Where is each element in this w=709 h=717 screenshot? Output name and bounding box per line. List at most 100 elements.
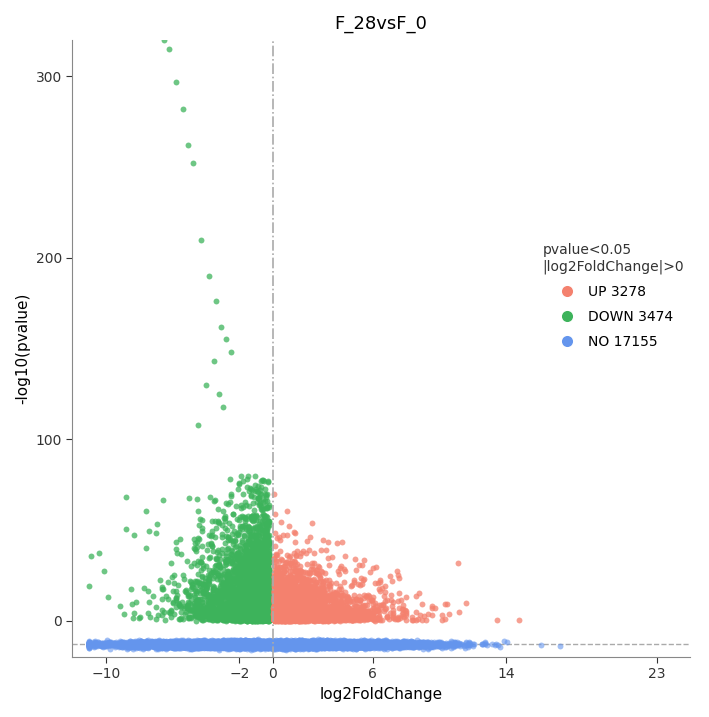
NO 17155 — [271, 639, 282, 650]
DOWN 3474 — [186, 578, 198, 589]
UP 3278 — [291, 607, 303, 619]
NO 17155 — [341, 638, 352, 650]
UP 3278 — [278, 594, 289, 606]
UP 3278 — [277, 614, 288, 626]
NO 17155 — [230, 637, 242, 649]
NO 17155 — [290, 641, 301, 652]
NO 17155 — [212, 640, 223, 651]
DOWN 3474 — [252, 605, 263, 617]
NO 17155 — [328, 639, 339, 650]
NO 17155 — [260, 639, 272, 650]
NO 17155 — [273, 640, 284, 651]
NO 17155 — [218, 639, 230, 650]
NO 17155 — [184, 639, 195, 650]
DOWN 3474 — [244, 611, 255, 622]
NO 17155 — [235, 641, 246, 652]
NO 17155 — [303, 638, 314, 650]
NO 17155 — [294, 638, 306, 650]
NO 17155 — [357, 638, 369, 650]
NO 17155 — [303, 640, 315, 651]
NO 17155 — [164, 638, 176, 650]
Title: F_28vsF_0: F_28vsF_0 — [335, 15, 428, 33]
NO 17155 — [309, 637, 320, 648]
NO 17155 — [285, 638, 296, 650]
UP 3278 — [372, 605, 384, 617]
NO 17155 — [280, 640, 291, 652]
DOWN 3474 — [262, 605, 273, 617]
NO 17155 — [84, 640, 95, 651]
UP 3278 — [286, 595, 297, 607]
NO 17155 — [159, 637, 170, 649]
NO 17155 — [269, 639, 280, 650]
NO 17155 — [379, 640, 391, 651]
DOWN 3474 — [250, 526, 262, 537]
NO 17155 — [355, 637, 367, 649]
NO 17155 — [222, 641, 233, 652]
NO 17155 — [387, 639, 398, 650]
UP 3278 — [299, 614, 311, 625]
NO 17155 — [181, 638, 192, 650]
NO 17155 — [219, 640, 230, 651]
NO 17155 — [190, 640, 201, 651]
UP 3278 — [354, 601, 366, 612]
DOWN 3474 — [262, 613, 273, 625]
NO 17155 — [215, 638, 226, 650]
DOWN 3474 — [249, 614, 260, 625]
NO 17155 — [162, 639, 173, 650]
NO 17155 — [252, 640, 264, 652]
NO 17155 — [425, 640, 437, 652]
UP 3278 — [318, 585, 329, 597]
NO 17155 — [245, 640, 256, 651]
DOWN 3474 — [231, 566, 242, 578]
NO 17155 — [240, 635, 252, 647]
NO 17155 — [233, 637, 245, 649]
NO 17155 — [330, 637, 342, 649]
NO 17155 — [238, 641, 249, 652]
NO 17155 — [356, 637, 367, 649]
DOWN 3474 — [255, 596, 267, 607]
NO 17155 — [346, 640, 357, 651]
NO 17155 — [209, 637, 220, 648]
NO 17155 — [462, 641, 474, 652]
NO 17155 — [401, 640, 413, 651]
NO 17155 — [261, 639, 272, 650]
NO 17155 — [133, 637, 144, 648]
NO 17155 — [122, 639, 133, 650]
NO 17155 — [287, 639, 298, 650]
NO 17155 — [300, 639, 311, 650]
NO 17155 — [263, 639, 274, 650]
NO 17155 — [337, 640, 349, 651]
DOWN 3474 — [243, 581, 255, 593]
NO 17155 — [347, 638, 359, 650]
NO 17155 — [290, 639, 301, 650]
NO 17155 — [215, 641, 226, 652]
NO 17155 — [181, 637, 192, 649]
NO 17155 — [194, 640, 205, 651]
NO 17155 — [349, 638, 360, 650]
NO 17155 — [137, 640, 148, 651]
NO 17155 — [213, 638, 224, 650]
NO 17155 — [227, 640, 238, 652]
NO 17155 — [84, 641, 95, 652]
NO 17155 — [374, 637, 385, 648]
UP 3278 — [275, 604, 286, 616]
UP 3278 — [272, 602, 284, 614]
NO 17155 — [282, 638, 294, 650]
DOWN 3474 — [255, 598, 267, 609]
NO 17155 — [308, 637, 320, 649]
NO 17155 — [301, 639, 312, 650]
DOWN 3474 — [250, 613, 261, 625]
NO 17155 — [255, 639, 266, 650]
NO 17155 — [374, 640, 386, 651]
UP 3278 — [268, 603, 279, 614]
NO 17155 — [264, 636, 276, 647]
DOWN 3474 — [245, 588, 257, 599]
DOWN 3474 — [239, 596, 250, 607]
NO 17155 — [245, 637, 256, 648]
UP 3278 — [283, 583, 294, 594]
DOWN 3474 — [260, 597, 272, 609]
NO 17155 — [240, 641, 252, 652]
NO 17155 — [247, 640, 259, 651]
NO 17155 — [154, 640, 165, 651]
NO 17155 — [157, 640, 169, 651]
